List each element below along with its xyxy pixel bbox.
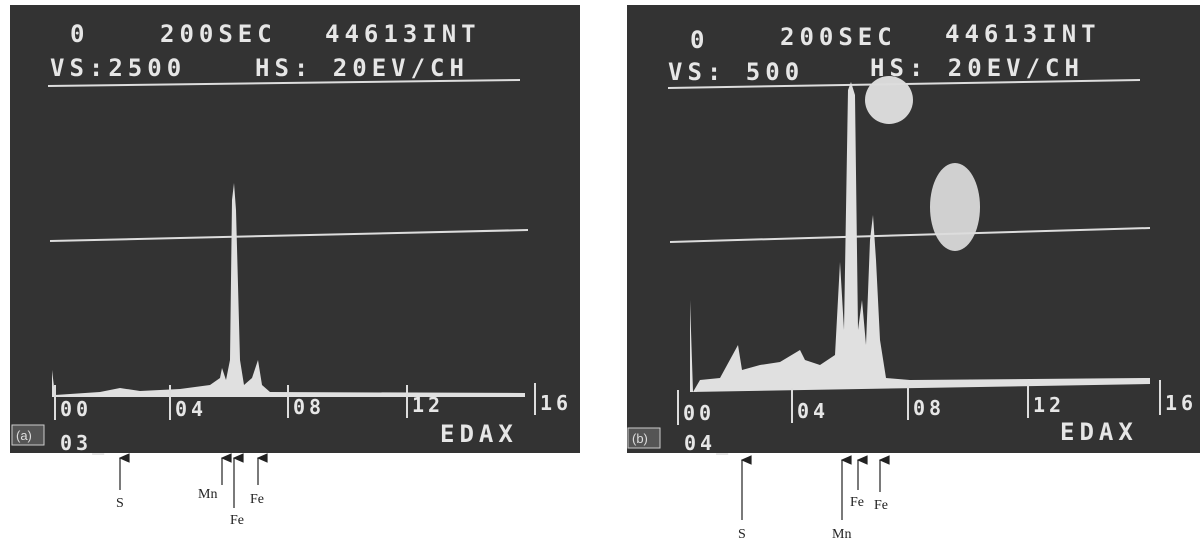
header: 0 [70, 20, 89, 48]
element-label: Fe [230, 513, 244, 528]
header: HS: 20EV/CH [870, 54, 1084, 82]
tick-label: 12 [1033, 393, 1065, 417]
element-label: Fe [250, 492, 264, 507]
rule [667, 79, 1141, 89]
tag-box [11, 424, 45, 446]
arrows-b: S Mn Fe Fe [738, 455, 890, 542]
tick-label: 08 [293, 395, 325, 419]
tick-label: 04 [797, 399, 829, 423]
header: 44613INT [945, 20, 1101, 48]
tick-label: 04 [175, 397, 207, 421]
blob [930, 163, 980, 251]
spectrum [690, 82, 1150, 392]
rule [47, 79, 521, 87]
tick-label: 00 [683, 401, 715, 425]
element-label: Fe [850, 495, 864, 510]
tick-label: 08 [913, 396, 945, 420]
element-label: Mn [198, 487, 217, 502]
header: 0 [690, 26, 709, 54]
header: 44613INT [325, 20, 481, 48]
header: 200SEC [160, 20, 277, 48]
tag: (a) [16, 428, 32, 443]
tag: (b) [632, 431, 648, 446]
element-label: S [116, 496, 124, 511]
brand: EDAX [440, 420, 518, 448]
cursor: 03_ [60, 431, 108, 455]
panel-b: 0 200SEC 44613INT VS: 500 HS: 20EV/CH 00… [627, 5, 1200, 455]
header: 200SEC [780, 23, 897, 51]
tag-box [627, 427, 661, 449]
header: HS: 20EV/CH [255, 54, 469, 82]
element-label: S [738, 527, 746, 542]
panel-a: 0 200SEC 44613INT VS:2500 HS: 20EV/CH 00… [10, 5, 580, 455]
blob [865, 76, 913, 124]
header: VS: 500 [668, 58, 804, 86]
tick-label: 12 [412, 393, 444, 417]
tick-label: 00 [60, 397, 92, 421]
cursor-line [49, 229, 529, 242]
element-label: Fe [874, 498, 888, 513]
tick-label: 16 [1165, 391, 1197, 415]
tick-label: 16 [540, 391, 572, 415]
header: VS:2500 [50, 54, 186, 82]
element-label: Mn [832, 527, 851, 542]
brand: EDAX [1060, 418, 1138, 446]
cursor-line [669, 227, 1151, 243]
arrows-a: S Mn Fe Fe [116, 453, 268, 528]
cursor: 04_ [684, 431, 732, 455]
